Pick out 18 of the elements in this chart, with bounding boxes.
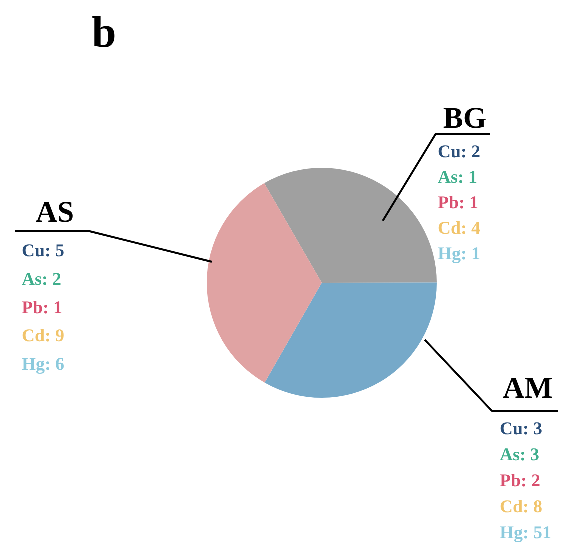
slice-label: AM [503,372,553,405]
text: As: 1 [438,167,478,188]
text: Cd: 8 [500,496,543,517]
text: Pb: 1 [438,192,478,213]
text: Cu: 3 [500,418,543,439]
text: As: 3 [500,444,540,465]
text: As: 2 [22,268,62,289]
text: Pb: 2 [500,470,540,491]
text: Pb: 1 [22,297,62,318]
slice-label: AS [36,196,74,229]
text: Cu: 2 [438,142,481,162]
text: Hg: 1 [438,244,480,264]
text: Cd: 4 [438,218,481,238]
text: Cd: 9 [22,326,65,346]
text: Cu: 5 [22,240,65,261]
text: Hg: 6 [22,354,64,374]
chart-title: b [92,8,116,58]
slice-label: BG [443,102,487,135]
